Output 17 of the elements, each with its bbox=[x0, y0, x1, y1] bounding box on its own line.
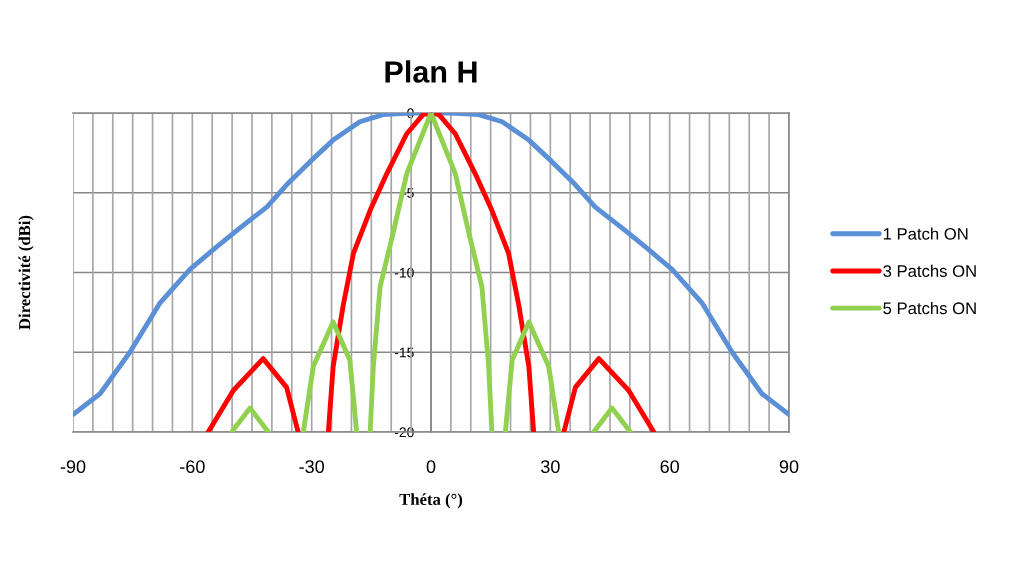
legend-label: 1 Patch ON bbox=[883, 227, 968, 240]
y-tick-label: -15 bbox=[394, 347, 414, 358]
chart-title: Plan H bbox=[385, 60, 477, 83]
legend-label: 5 Patchs ON bbox=[883, 301, 976, 315]
x-tick-label: 90 bbox=[779, 460, 799, 474]
x-tick-label: 60 bbox=[660, 460, 679, 474]
y-tick-label: -5 bbox=[402, 188, 414, 198]
x-tick-label: -30 bbox=[299, 460, 325, 474]
y-axis-title: Directivité (dBi) bbox=[18, 215, 34, 330]
x-tick-label: 30 bbox=[540, 460, 560, 474]
x-tick-label: 0 bbox=[426, 460, 436, 474]
x-tick-label: -60 bbox=[180, 460, 205, 474]
y-tick-label: -20 bbox=[394, 427, 414, 438]
y-tick-label: -10 bbox=[394, 267, 414, 278]
legend-label: 3 Patchs ON bbox=[883, 264, 976, 277]
x-tick-label: -90 bbox=[60, 460, 86, 474]
x-axis-title: Théta (°) bbox=[399, 493, 463, 509]
